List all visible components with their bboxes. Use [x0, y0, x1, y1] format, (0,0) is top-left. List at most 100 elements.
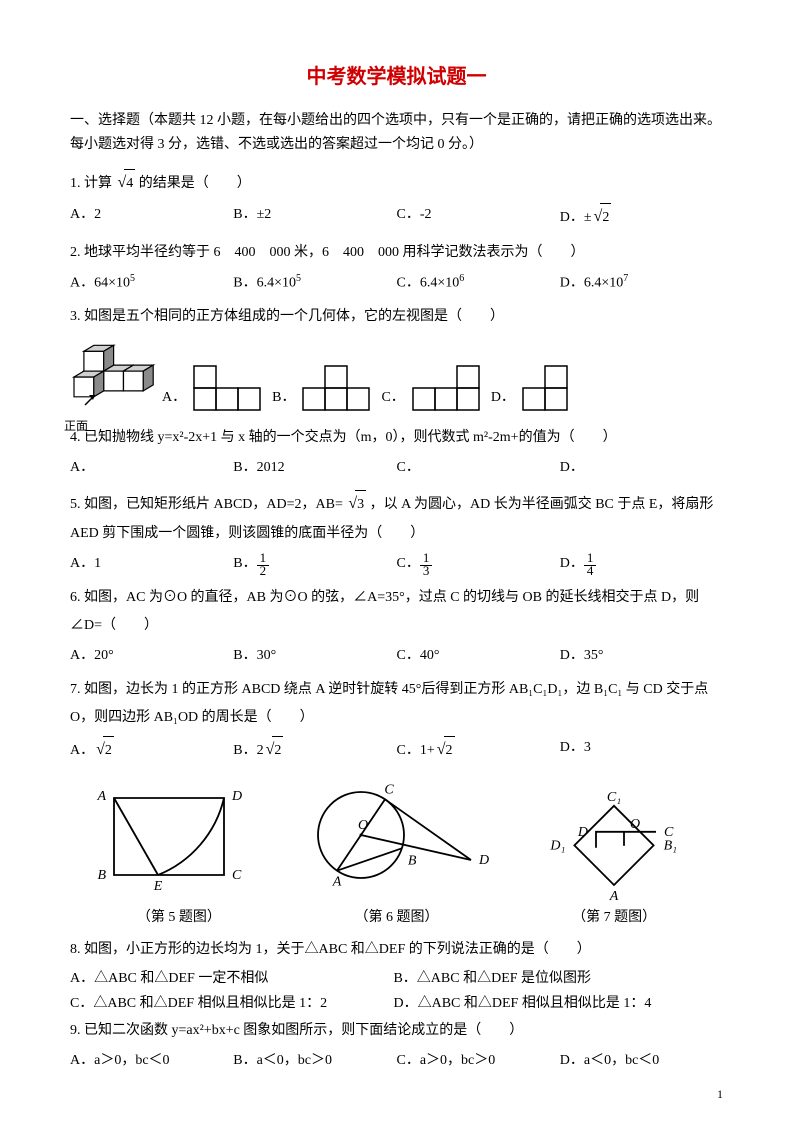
- q1-opt-c: C．-2: [397, 201, 560, 233]
- q4-opt-d: D．: [560, 454, 723, 482]
- q7-opt-c: C．1+2: [397, 734, 560, 766]
- question-3: 3. 如图是五个相同的正方体组成的一个几何体，它的左视图是（ ）: [70, 303, 723, 331]
- q1-opt-b: B．±2: [233, 201, 396, 233]
- q3-opt-b-icon: [301, 364, 371, 414]
- q5c-d: 3: [420, 563, 433, 578]
- q8-options: A．△ABC 和△DEF 一定不相似 B．△ABC 和△DEF 是位似图形 C．…: [70, 966, 723, 1016]
- q6-opt-b: B．30°: [233, 642, 396, 670]
- svg-text:C: C: [664, 825, 674, 840]
- svg-text:A: A: [609, 889, 619, 900]
- q7-opt-a: A． 2: [70, 734, 233, 766]
- svg-text:D: D: [577, 825, 588, 840]
- svg-text:C: C: [385, 783, 395, 798]
- q4-opt-b: B．2012: [233, 454, 396, 482]
- q3-figures: 正面 A． B． C． D．: [70, 337, 723, 414]
- q3-opt-a-icon: [192, 364, 262, 414]
- caption-5: （第 5 题图）: [70, 906, 288, 926]
- q2-opt-a: A．64×105: [70, 269, 233, 298]
- q1-d-pre: D．±: [560, 210, 592, 225]
- q7c-p: C．1+: [397, 743, 435, 758]
- sqrt: 2: [94, 734, 114, 766]
- section-1-header: 一、选择题（本题共 12 小题，在每小题给出的四个选项中，只有一个是正确的，请把…: [70, 109, 723, 157]
- q2-opt-c: C．6.4×106: [397, 269, 560, 298]
- q7-opt-b: B．22: [233, 734, 396, 766]
- svg-text:B₁: B₁: [664, 839, 677, 854]
- q3-label-c: C．: [381, 386, 404, 406]
- q3-opt-c-icon: [411, 364, 481, 414]
- figure-captions: （第 5 题图） （第 6 题图） （第 7 题图）: [70, 906, 723, 926]
- q7-options: A．2 B．22 C．1+2 D．3: [70, 734, 723, 766]
- svg-text:B: B: [97, 868, 106, 883]
- svg-text:D: D: [231, 789, 242, 804]
- q3-label-d: D．: [491, 386, 515, 406]
- q8-opt-a: A．△ABC 和△DEF 一定不相似: [70, 966, 390, 991]
- q4-options: A． B．2012 C． D．: [70, 454, 723, 482]
- sqrt-arg: 4: [124, 169, 135, 198]
- q2d-t: D．6.4×10: [560, 275, 624, 290]
- q7a-p: A．: [70, 743, 94, 758]
- q9-options: A．a＞0，bc＜0 B．a＜0，bc＞0 C．a＞0，bc＞0 D．a＜0，b…: [70, 1047, 723, 1075]
- sqrt: 2: [435, 734, 455, 766]
- sqrt-arg: 3: [355, 490, 366, 519]
- q9-opt-c: C．a＞0，bc＞0: [397, 1047, 560, 1075]
- q2a-e: 5: [130, 273, 135, 284]
- sqrt-arg: 2: [600, 203, 611, 232]
- svg-text:C: C: [232, 868, 242, 883]
- q1-text-a: 1. 计算: [70, 176, 112, 191]
- q5-opt-b: B．12: [233, 550, 396, 578]
- q7-opt-d: D．3: [560, 734, 723, 766]
- q4-opt-a: A．: [70, 454, 233, 482]
- svg-text:D: D: [478, 853, 489, 868]
- q3-label-b: B．: [272, 386, 295, 406]
- question-1: 1. 计算 4 的结果是（ ）: [70, 167, 723, 199]
- svg-text:D₁: D₁: [550, 839, 566, 854]
- q5d-d: 4: [584, 563, 597, 578]
- figure-6: ACOBD: [301, 780, 491, 890]
- question-4: 4. 已知抛物线 y=x²-2x+1 与 x 轴的一个交点为（m，0），则代数式…: [70, 424, 723, 452]
- svg-text:O: O: [358, 818, 368, 833]
- sqrt-2: 2: [592, 201, 612, 233]
- question-8: 8. 如图，小正方形的边长均为 1，关于△ABC 和△DEF 的下列说法正确的是…: [70, 936, 723, 964]
- q9-opt-d: D．a＜0，bc＜0: [560, 1047, 723, 1075]
- question-7: 7. 如图，边长为 1 的正方形 ABCD 绕点 A 逆时针旋转 45°后得到正…: [70, 676, 723, 732]
- q2b-t: B．6.4×10: [233, 275, 296, 290]
- q8-opt-b: B．△ABC 和△DEF 是位似图形: [393, 966, 713, 991]
- front-label: 正面: [64, 417, 88, 434]
- svg-text:B: B: [408, 854, 417, 869]
- q5-opt-a: A．1: [70, 550, 233, 578]
- q2-opt-b: B．6.4×105: [233, 269, 396, 298]
- q5-opt-c: C．13: [397, 550, 560, 578]
- question-5: 5. 如图，已知矩形纸片 ABCD，AD=2，AB= 3 ，以 A 为圆心，AD…: [70, 488, 723, 548]
- q1-opt-d: D．± 2: [560, 201, 723, 233]
- q2-opt-d: D．6.4×107: [560, 269, 723, 298]
- q2b-e: 5: [296, 273, 301, 284]
- svg-text:E: E: [153, 879, 163, 890]
- sqrt-4: 4: [116, 167, 136, 199]
- q5-text-a: 5. 如图，已知矩形纸片 ABCD，AD=2，AB=: [70, 497, 346, 512]
- q6-opt-a: A．20°: [70, 642, 233, 670]
- q5-options: A．1 B．12 C．13 D．14: [70, 550, 723, 578]
- q1-opt-a: A．2: [70, 201, 233, 233]
- q6-opt-c: C．40°: [397, 642, 560, 670]
- q2c-t: C．6.4×10: [397, 275, 460, 290]
- q7b-p: B．2: [233, 743, 263, 758]
- q9-opt-b: B．a＜0，bc＞0: [233, 1047, 396, 1075]
- q3-label-a: A．: [162, 386, 186, 406]
- q8-opt-d: D．△ABC 和△DEF 相似且相似比是 1：4: [393, 991, 713, 1016]
- svg-text:A: A: [96, 789, 106, 804]
- sqrt-3: 3: [346, 488, 366, 520]
- q9-opt-a: A．a＞0，bc＜0: [70, 1047, 233, 1075]
- q5-opt-d: D．14: [560, 550, 723, 578]
- caption-7: （第 7 题图）: [505, 906, 723, 926]
- q4-opt-c: C．: [397, 454, 560, 482]
- q2d-e: 7: [623, 273, 628, 284]
- question-2: 2. 地球平均半径约等于 6 400 000 米，6 400 000 用科学记数…: [70, 239, 723, 267]
- sq: 2: [103, 736, 114, 765]
- figure-5: A D B C E: [94, 780, 254, 890]
- q3-opt-d-icon: [521, 364, 569, 414]
- caption-6: （第 6 题图）: [288, 906, 506, 926]
- q6-options: A．20° B．30° C．40° D．35°: [70, 642, 723, 670]
- svg-text:O: O: [630, 817, 640, 832]
- q6-opt-d: D．35°: [560, 642, 723, 670]
- page-title: 中考数学模拟试题一: [70, 60, 723, 89]
